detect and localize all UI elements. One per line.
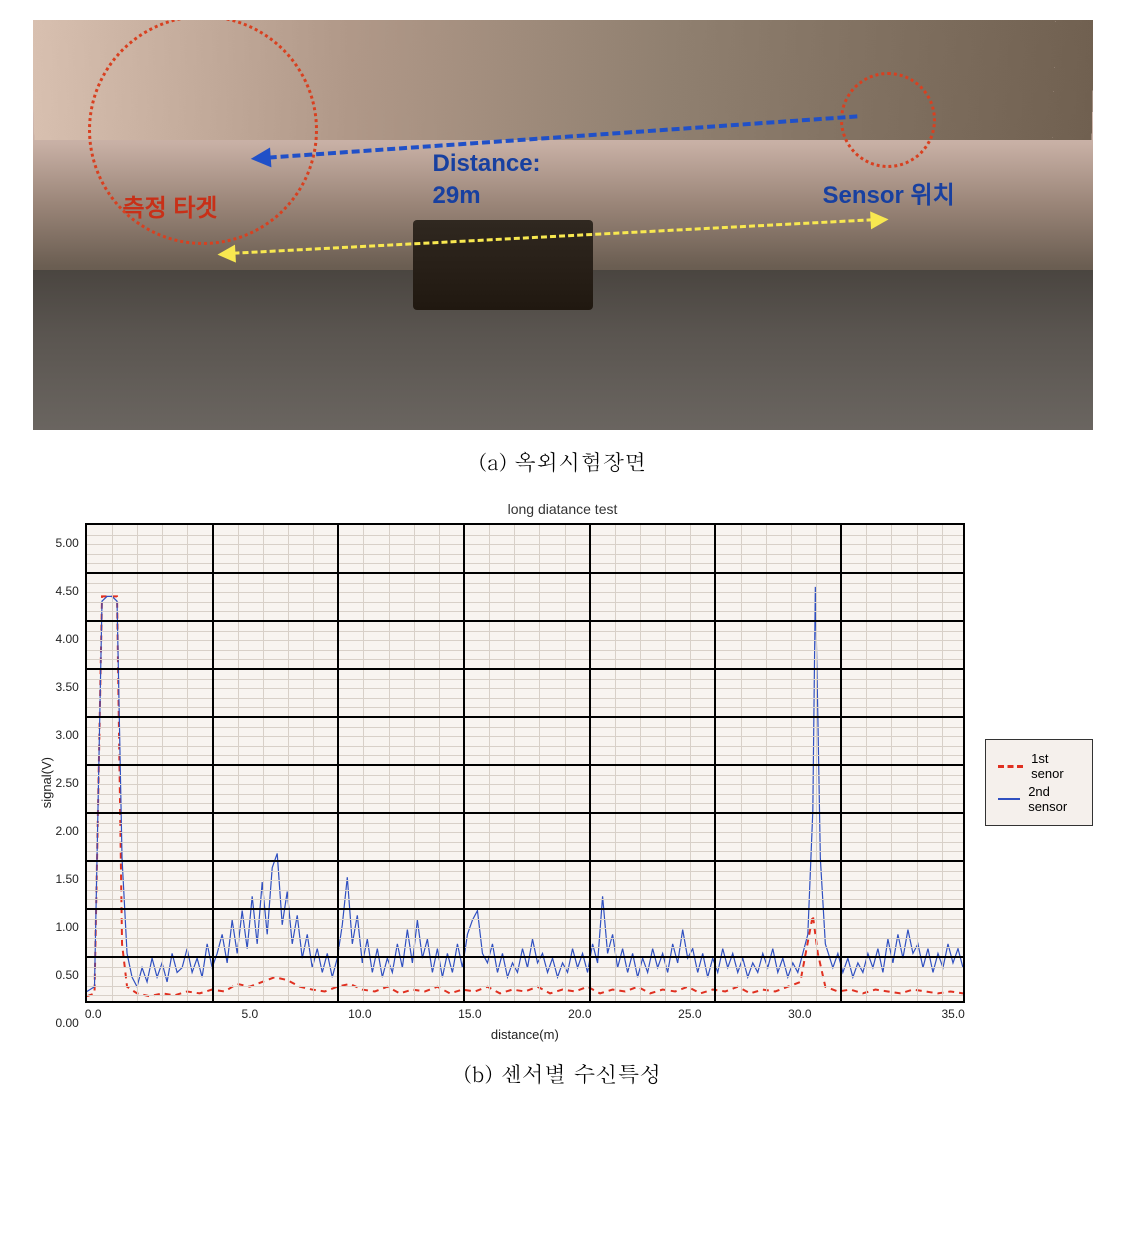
photo-roof (33, 20, 1093, 140)
x-tick-labels: 0.05.010.015.020.025.030.035.0 (85, 1007, 965, 1021)
x-tick: 15.0 (415, 1007, 525, 1021)
legend-label: 1st senor (1031, 751, 1079, 781)
photo-panel: 측정 타겟 Distance: 29m Sensor 위치 (33, 20, 1093, 430)
chart-title: long diatance test (30, 501, 1095, 517)
distance-label-line1: Distance: (433, 150, 541, 178)
legend-swatch (998, 798, 1020, 800)
legend: 1st senor2nd sensor (985, 739, 1093, 826)
legend-item: 1st senor (998, 751, 1080, 781)
y-axis-label: signal(V) (33, 757, 56, 808)
x-tick: 0.0 (85, 1007, 195, 1021)
x-tick: 25.0 (635, 1007, 745, 1021)
y-tick-labels: 0.000.501.001.502.002.503.003.504.004.50… (56, 543, 85, 1023)
figure-container: 측정 타겟 Distance: 29m Sensor 위치 (a) 옥외시험장면… (30, 20, 1095, 1089)
x-tick: 20.0 (525, 1007, 635, 1021)
chart-plot-area (85, 523, 965, 1003)
target-label: 측정 타겟 (123, 188, 218, 223)
distance-label-line2: 29m (433, 182, 481, 210)
plot-svg (87, 525, 963, 1001)
x-tick: 30.0 (745, 1007, 855, 1021)
legend-item: 2nd sensor (998, 784, 1080, 814)
chart-and-x: 0.05.010.015.020.025.030.035.0 distance(… (85, 523, 965, 1042)
x-tick: 5.0 (195, 1007, 305, 1021)
x-axis-label: distance(m) (85, 1027, 965, 1042)
sensor-label: Sensor 위치 (823, 175, 955, 210)
legend-swatch (998, 765, 1023, 768)
legend-label: 2nd sensor (1028, 784, 1079, 814)
caption-b: (b) 센서별 수신특성 (30, 1058, 1095, 1089)
x-tick: 35.0 (855, 1007, 965, 1021)
x-tick: 10.0 (305, 1007, 415, 1021)
caption-a: (a) 옥외시험장면 (30, 446, 1095, 477)
chart-wrap: signal(V) 0.000.501.001.502.002.503.003.… (33, 523, 1093, 1042)
